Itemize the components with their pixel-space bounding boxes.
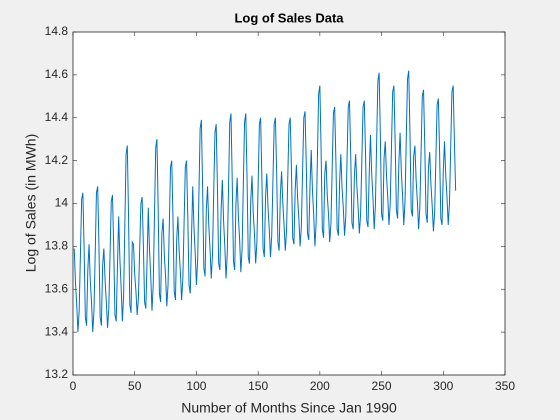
x-tick-label: 150	[248, 379, 268, 393]
y-tick-label: 13.2	[45, 367, 69, 381]
x-axis-label: Number of Months Since Jan 1990	[181, 400, 397, 416]
y-tick-label: 14.2	[45, 153, 69, 167]
x-tick-label: 350	[495, 379, 515, 393]
x-tick-label: 250	[372, 379, 392, 393]
y-tick-label: 14.6	[45, 67, 69, 81]
data-line	[73, 70, 457, 333]
plot-area	[72, 31, 506, 376]
x-tick-label: 0	[70, 379, 77, 393]
x-tick-label: 50	[128, 379, 142, 393]
x-tick-label: 300	[433, 379, 453, 393]
y-tick-label: 13.8	[45, 239, 69, 253]
y-tick-label: 14.4	[45, 110, 69, 124]
chart-title: Log of Sales Data	[234, 10, 344, 25]
y-tick-label: 13.6	[45, 281, 69, 295]
y-axis-label: Log of Sales (in MWh)	[23, 134, 39, 273]
y-tick-label: 14	[55, 196, 69, 210]
x-tick-label: 200	[310, 379, 330, 393]
y-tick-label: 13.4	[45, 324, 69, 338]
x-tick-label: 100	[186, 379, 206, 393]
y-tick-label: 14.8	[45, 24, 69, 38]
